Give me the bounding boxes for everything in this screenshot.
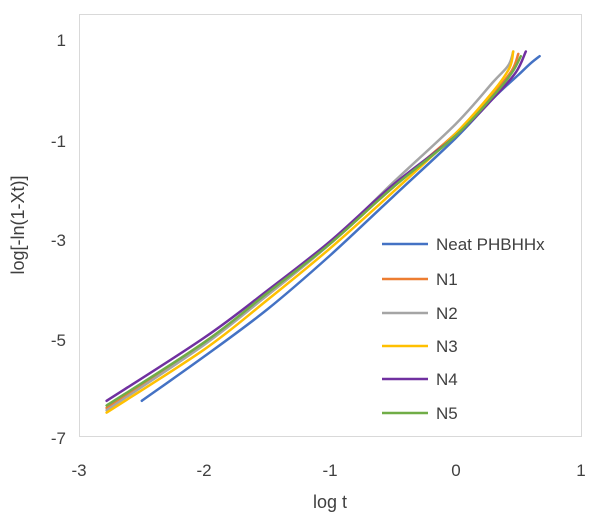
- legend-label: N4: [436, 370, 458, 389]
- legend-label: Neat PHBHHx: [436, 235, 545, 254]
- legend-item: N3: [382, 337, 458, 356]
- y-tick-label: 1: [57, 31, 66, 50]
- x-tick-label: -3: [71, 461, 86, 480]
- series-layer: [105, 50, 541, 414]
- y-tick-label: -3: [51, 231, 66, 250]
- legend-item: N2: [382, 304, 458, 323]
- series-line-n2: [105, 50, 515, 412]
- y-axis-title: log[-ln(1-Xt)]: [8, 175, 28, 274]
- x-tick-labels: -3 -2 -1 0 1: [71, 461, 585, 480]
- x-tick-label: -1: [322, 461, 337, 480]
- legend: Neat PHBHHx N1 N2 N3 N4 N5: [382, 235, 545, 423]
- x-tick-label: -2: [196, 461, 211, 480]
- x-axis-title: log t: [313, 492, 347, 512]
- y-tick-label: -1: [51, 132, 66, 151]
- legend-label: N3: [436, 337, 458, 356]
- series-line-neat-phbhhx: [140, 54, 541, 403]
- legend-label: N2: [436, 304, 458, 323]
- y-tick-label: -7: [51, 429, 66, 448]
- y-tick-label: -5: [51, 331, 66, 350]
- x-tick-label: 0: [451, 461, 460, 480]
- legend-item: N4: [382, 370, 458, 389]
- y-tick-labels: 1 -1 -3 -5 -7: [51, 31, 66, 448]
- legend-item: Neat PHBHHx: [382, 235, 545, 254]
- legend-label: N1: [436, 270, 458, 289]
- series-line-n5: [105, 54, 523, 407]
- series-line-n4: [105, 50, 528, 403]
- legend-item: N5: [382, 404, 458, 423]
- series-line-n3: [105, 50, 515, 414]
- legend-item: N1: [382, 270, 458, 289]
- plot-area-border: [79, 14, 582, 437]
- x-tick-label: 1: [576, 461, 585, 480]
- legend-label: N5: [436, 404, 458, 423]
